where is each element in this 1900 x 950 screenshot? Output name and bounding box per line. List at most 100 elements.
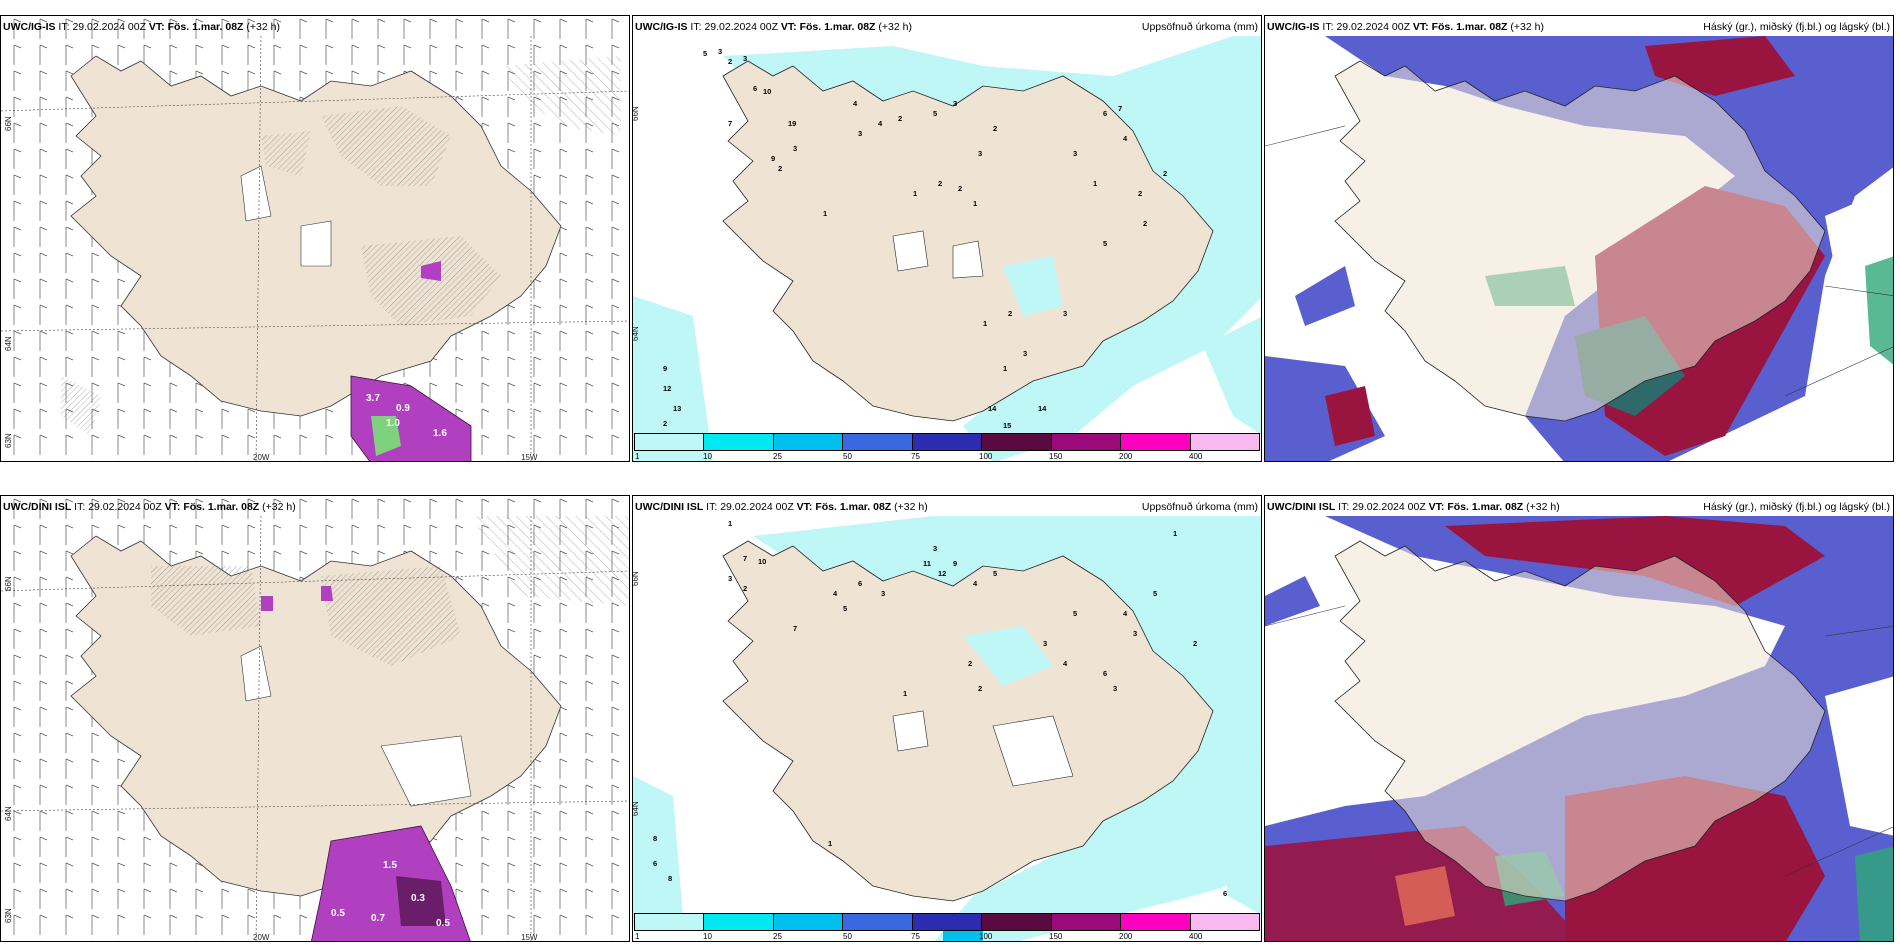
lat-label: 66N xyxy=(632,106,640,121)
precip-value: 3 xyxy=(1073,149,1077,158)
colorbar-tick: 25 xyxy=(773,932,782,941)
precip-value: 1 xyxy=(903,689,907,698)
precip-value: 8 xyxy=(668,874,672,883)
valid-time: Fös. 1.mar. 08Z xyxy=(1431,21,1508,33)
precip-value: 15 xyxy=(1003,421,1011,430)
precip-value: 9 xyxy=(771,154,775,163)
panel-header: UWC/DINI ISL IT: 29.02.2024 00Z VT: Fös.… xyxy=(3,501,296,513)
precip-value: 8 xyxy=(653,834,657,843)
precip-value: 1 xyxy=(828,839,832,848)
precip-value: 1 xyxy=(983,319,987,328)
precip-value: 1 xyxy=(1003,364,1007,373)
precip-map-panel-bottom: 1 3 7 10 2 4 6 7 3 5 11 12 9 4 5 1 3 8 6… xyxy=(632,495,1262,942)
panel-header: UWC/DINI ISL IT: 29.02.2024 00Z VT: Fös.… xyxy=(1267,501,1560,513)
init-time: 29.02.2024 00Z xyxy=(72,21,146,33)
colorbar-cell xyxy=(773,914,844,930)
precip-value: 7 xyxy=(728,119,732,128)
precip-value: 2 xyxy=(993,124,997,133)
colorbar-cell xyxy=(704,434,774,450)
valid-time: Fös. 1.mar. 08Z xyxy=(799,21,876,33)
model-name: UWC/IG-IS xyxy=(1267,21,1320,33)
init-label: IT: xyxy=(74,501,86,513)
precip-value: 3 xyxy=(933,544,937,553)
precip-value: 2 xyxy=(1163,169,1167,178)
precip-value: 6 xyxy=(653,859,657,868)
panel-header: UWC/IG-IS IT: 29.02.2024 00Z VT: Fös. 1.… xyxy=(635,21,912,33)
colorbar-tick: 75 xyxy=(911,932,920,941)
precip-value: 5 xyxy=(843,604,847,613)
precip-value: 3 xyxy=(1023,349,1027,358)
wind-value-label: 0.5 xyxy=(331,908,345,919)
colorbar-cells xyxy=(634,433,1260,451)
colorbar-cell xyxy=(843,434,913,450)
wind-map-top: 3.7 0.9 1.6 1.0 xyxy=(1,16,629,461)
precip-value: 7 xyxy=(1118,104,1122,113)
precip-value: 2 xyxy=(1008,309,1012,318)
precip-map-top: 5 3 2 3 6 10 19 7 3 2 9 4 1 3 4 2 1 5 3 … xyxy=(633,16,1261,461)
wind-value-label: 1.0 xyxy=(386,418,400,429)
precip-value: 5 xyxy=(703,49,707,58)
colorbar-tick: 50 xyxy=(843,452,852,461)
cloud-map-panel-top: UWC/IG-IS IT: 29.02.2024 00Z VT: Fös. 1.… xyxy=(1264,15,1894,462)
precip-value: 2 xyxy=(743,584,747,593)
valid-label: VT: xyxy=(796,501,813,513)
colorbar-tick: 400 xyxy=(1189,452,1203,461)
precip-value: 1 xyxy=(973,199,977,208)
wind-value-label: 0.3 xyxy=(411,893,425,904)
colorbar-tick: 150 xyxy=(1049,932,1063,941)
precip-value: 3 xyxy=(953,99,957,108)
init-time: 29.02.2024 00Z xyxy=(720,501,794,513)
precip-value: 5 xyxy=(1073,609,1077,618)
wind-value-label: 0.9 xyxy=(396,403,410,414)
precip-value: 3 xyxy=(728,574,732,583)
precip-value-labels: 1 3 7 10 2 4 6 7 3 5 11 12 9 4 5 1 3 8 6… xyxy=(653,519,1227,898)
cloud-map-bottom xyxy=(1265,496,1893,941)
colorbar-cell xyxy=(1121,914,1191,930)
precip-value: 3 xyxy=(743,54,747,63)
init-label: IT: xyxy=(1338,501,1350,513)
precip-title: Uppsöfnuð úrkoma (mm) xyxy=(1141,21,1258,33)
panel-header: UWC/IG-IS IT: 29.02.2024 00Z VT: Fös. 1.… xyxy=(3,21,280,33)
precip-value: 1 xyxy=(913,189,917,198)
init-time: 29.02.2024 00Z xyxy=(1352,501,1426,513)
wind-value-label: 0.7 xyxy=(371,913,385,924)
precip-value: 2 xyxy=(663,419,667,428)
precip-value: 4 xyxy=(833,589,838,598)
iceland-land xyxy=(1334,60,1826,422)
colorbar-cell xyxy=(1190,914,1259,930)
precip-value: 2 xyxy=(1138,189,1142,198)
precip-value: 6 xyxy=(753,84,757,93)
precip-value: 2 xyxy=(968,659,972,668)
lat-label: 64N xyxy=(632,326,640,341)
colorbar-tick: 150 xyxy=(1049,452,1063,461)
precip-value: 5 xyxy=(993,569,997,578)
precip-value: 1 xyxy=(1173,529,1177,538)
precip-value: 4 xyxy=(1123,609,1128,618)
precip-value: 19 xyxy=(788,119,796,128)
precip-value: 3 xyxy=(881,589,885,598)
precip-title: Uppsöfnuð úrkoma (mm) xyxy=(1141,501,1258,513)
precip-value: 14 xyxy=(1038,404,1047,413)
precip-map-bottom: 1 3 7 10 2 4 6 7 3 5 11 12 9 4 5 1 3 8 6… xyxy=(633,496,1261,941)
colorbar-cells xyxy=(634,913,1260,931)
model-name: UWC/DINI ISL xyxy=(1267,501,1336,513)
colorbar-tick: 75 xyxy=(911,452,920,461)
lead-time: (+32 h) xyxy=(262,501,296,513)
model-name: UWC/DINI ISL xyxy=(3,501,72,513)
valid-time: Fös. 1.mar. 08Z xyxy=(1447,501,1524,513)
wind-value-label: 0.5 xyxy=(436,918,450,929)
precip-value: 5 xyxy=(1103,239,1107,248)
precip-value: 2 xyxy=(978,684,982,693)
precip-value-labels: 5 3 2 3 6 10 19 7 3 2 9 4 1 3 4 2 1 5 3 … xyxy=(663,47,1167,443)
colorbar-tick: 200 xyxy=(1119,452,1133,461)
model-name: UWC/DINI ISL xyxy=(635,501,704,513)
colorbar-cell xyxy=(1121,434,1191,450)
colorbar-tick: 1 xyxy=(635,932,640,941)
lead-time: (+32 h) xyxy=(878,21,912,33)
cloud-title: Háský (gr.), miðský (fj.bl.) og lágský (… xyxy=(1703,501,1890,513)
precip-value: 2 xyxy=(958,184,962,193)
lat-label: 66N xyxy=(4,576,13,591)
wind-value-label: 1.6 xyxy=(433,428,447,439)
precip-value: 3 xyxy=(1133,629,1137,638)
precip-value: 3 xyxy=(1043,639,1047,648)
